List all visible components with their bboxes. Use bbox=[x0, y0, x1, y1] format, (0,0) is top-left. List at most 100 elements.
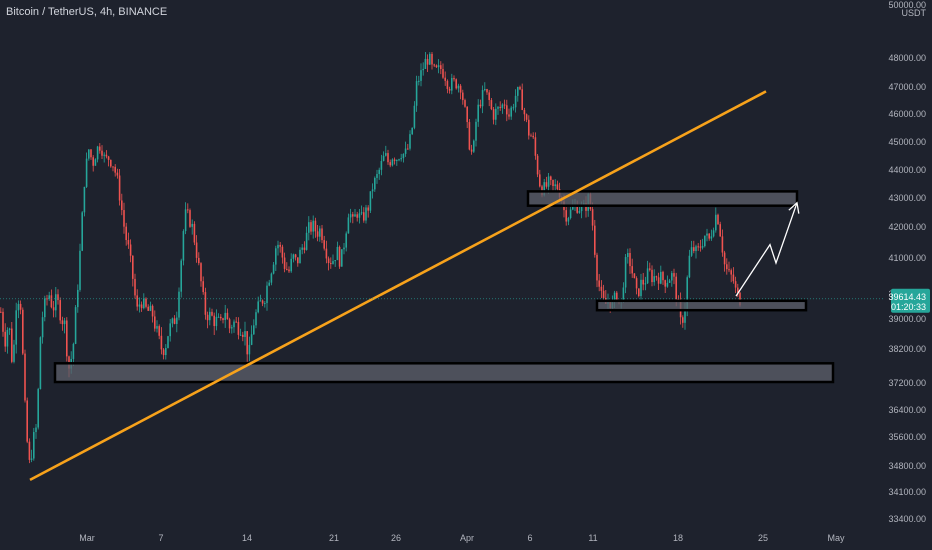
candle bbox=[468, 119, 471, 151]
candle-body bbox=[668, 280, 671, 283]
candle-body bbox=[376, 173, 378, 178]
candle-body bbox=[26, 400, 28, 442]
candle-body bbox=[325, 248, 328, 259]
candle-body bbox=[585, 203, 587, 211]
candle-body bbox=[402, 153, 405, 159]
candle-body bbox=[125, 226, 127, 241]
time-tick-label: Mar bbox=[79, 533, 95, 543]
candle bbox=[411, 127, 413, 136]
candle-body bbox=[525, 114, 528, 120]
candle bbox=[446, 79, 449, 94]
candle-body bbox=[398, 159, 400, 161]
candle bbox=[385, 145, 387, 157]
candle bbox=[156, 320, 158, 333]
candle bbox=[13, 339, 15, 364]
candle-body bbox=[248, 344, 251, 355]
candle-body bbox=[246, 331, 248, 355]
candle bbox=[96, 145, 99, 163]
candle bbox=[11, 321, 13, 364]
candle bbox=[215, 309, 218, 331]
candle-body bbox=[338, 246, 341, 267]
candle bbox=[653, 269, 655, 286]
projection-path bbox=[735, 202, 798, 297]
candle bbox=[668, 278, 671, 283]
candle bbox=[321, 224, 323, 244]
candle-body bbox=[138, 304, 141, 307]
candle-body bbox=[279, 244, 281, 247]
candle-body bbox=[580, 205, 583, 212]
candle-body bbox=[466, 106, 468, 123]
candle bbox=[39, 336, 42, 390]
candle-body bbox=[534, 137, 537, 156]
candle-body bbox=[206, 314, 209, 321]
candle-body bbox=[59, 300, 61, 321]
candle bbox=[627, 248, 629, 264]
candle bbox=[187, 203, 189, 214]
candle-body bbox=[391, 159, 394, 166]
candle-body bbox=[684, 309, 686, 323]
candle-body bbox=[464, 100, 466, 107]
price-axis[interactable]: 50000.00 48000.00 47000.00 46000.00 45000.00… bbox=[888, 0, 930, 524]
support-resistance-zone bbox=[53, 362, 835, 384]
price-tick-label: 43000.00 bbox=[888, 193, 926, 203]
candle-body bbox=[459, 85, 462, 93]
candle bbox=[376, 169, 378, 184]
time-axis[interactable]: Mar 7 14 21 26 Apr 6 11 18 25 May bbox=[79, 533, 845, 543]
time-tick-label: 11 bbox=[588, 533, 597, 543]
candle-body bbox=[270, 273, 273, 283]
candle-body bbox=[52, 307, 55, 311]
candle-body bbox=[132, 255, 134, 279]
candle bbox=[437, 59, 440, 74]
current-price-label: 39614.43 bbox=[888, 292, 926, 302]
candle bbox=[180, 258, 182, 298]
candle-body bbox=[635, 278, 638, 289]
candle-body bbox=[426, 58, 429, 65]
candle-body bbox=[521, 89, 523, 110]
candle-body bbox=[96, 146, 99, 160]
candle bbox=[167, 335, 169, 349]
candle-body bbox=[237, 321, 240, 335]
candle-body bbox=[723, 252, 726, 265]
candle bbox=[250, 325, 253, 346]
candle-body bbox=[286, 268, 288, 270]
candle bbox=[519, 85, 521, 91]
candle-body bbox=[554, 184, 556, 187]
candle-body bbox=[385, 153, 387, 156]
candle bbox=[319, 225, 321, 242]
candle-body bbox=[189, 210, 191, 227]
candle bbox=[99, 143, 101, 154]
candle bbox=[631, 258, 633, 278]
candle-body bbox=[499, 106, 501, 108]
candle-body bbox=[536, 155, 539, 175]
candle bbox=[294, 253, 297, 261]
candle bbox=[448, 86, 451, 94]
candle bbox=[316, 225, 319, 242]
candle-body bbox=[6, 329, 9, 347]
candle-body bbox=[156, 326, 158, 329]
candle bbox=[475, 118, 477, 147]
candle bbox=[63, 317, 66, 334]
candle-body bbox=[226, 312, 229, 320]
candle-body bbox=[301, 247, 303, 250]
candle-body bbox=[543, 182, 545, 196]
candle bbox=[624, 254, 627, 294]
candle-body bbox=[415, 81, 418, 106]
candle-body bbox=[158, 326, 160, 336]
candle bbox=[338, 245, 341, 269]
candle bbox=[17, 300, 20, 319]
candle bbox=[24, 349, 26, 403]
candle-body bbox=[682, 317, 684, 323]
candle bbox=[488, 90, 490, 107]
candle-body bbox=[66, 320, 68, 357]
candle bbox=[591, 202, 594, 231]
candle-body bbox=[28, 441, 31, 460]
candle-body bbox=[228, 319, 231, 329]
candle-body bbox=[732, 274, 735, 282]
candle-body bbox=[2, 311, 4, 332]
candle-body bbox=[99, 146, 101, 151]
candle bbox=[305, 226, 308, 251]
candle bbox=[400, 153, 402, 162]
candle bbox=[649, 262, 651, 272]
candle-body bbox=[160, 335, 163, 350]
